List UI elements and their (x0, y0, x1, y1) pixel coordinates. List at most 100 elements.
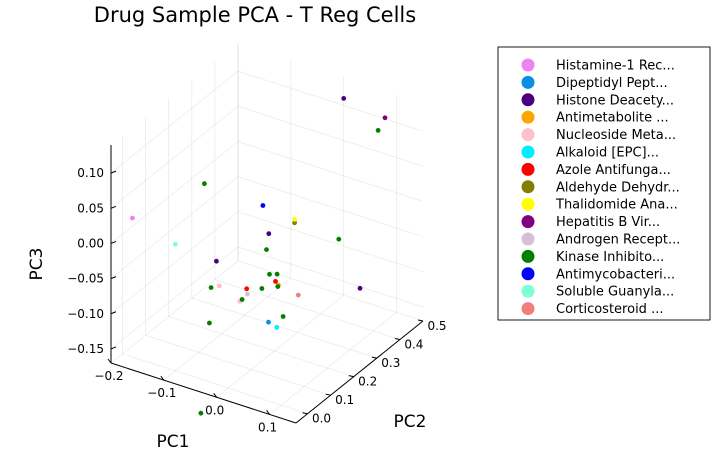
x-axis-line (110, 362, 297, 424)
gridline-floor-x (163, 277, 292, 381)
legend-entry-label: Corticosteroid ... (556, 302, 663, 317)
data-point (260, 203, 266, 208)
y-tick (325, 393, 331, 396)
x-axis-label: PC1 (157, 432, 190, 452)
legend-marker (521, 58, 535, 72)
data-point (280, 314, 286, 319)
data-point (275, 284, 281, 289)
x-tick (160, 375, 165, 381)
gridline-floor-x (269, 312, 397, 415)
gridline-floor-x (110, 260, 239, 364)
z-tick-label: 0.05 (77, 201, 104, 215)
gridline-side-z (237, 106, 424, 167)
x-tick (107, 358, 112, 364)
axes-layer: −0.2 −0.1 0.0 0.1 0.0 0.1 0.2 0.3 0.4 0.5 −0.15 −0.… (67, 145, 447, 434)
z-tick-label: 0.00 (77, 236, 104, 250)
y-tick-label: 0.3 (381, 356, 400, 370)
data-point (264, 247, 269, 253)
legend-marker (521, 128, 535, 142)
points-layer (130, 96, 388, 416)
z-tick (110, 276, 117, 280)
y-tick-label: 0.4 (404, 338, 423, 352)
data-point (336, 236, 342, 242)
gridline-side-z (237, 70, 424, 132)
legend-entry-label: Histamine-1 Rec... (556, 59, 675, 74)
gridline-floor-y (168, 316, 354, 377)
x-tick (266, 410, 270, 415)
data-point (202, 181, 207, 187)
data-point (375, 127, 381, 133)
data-point (274, 325, 280, 330)
legend-marker (521, 93, 535, 107)
data-point (341, 96, 347, 101)
gridline-floor-y (214, 279, 401, 340)
x-tick-label: −0.1 (147, 386, 176, 400)
legend-entry-label: Histone Deacety... (556, 93, 674, 108)
gridline-floor-y (145, 334, 331, 396)
gridline-side-z (237, 211, 424, 273)
grid-layer (110, 43, 424, 415)
legend-marker (521, 197, 535, 211)
y-tick (348, 375, 354, 378)
legend-entry-label: Nucleoside Meta... (556, 128, 676, 143)
gridline-back-z (110, 211, 239, 315)
x-tick-label: −0.2 (94, 369, 123, 383)
y-tick (394, 338, 401, 341)
y-tick-label: 0.5 (427, 319, 446, 333)
data-point (273, 279, 278, 284)
legend-entry-label: Soluble Guanyla... (556, 285, 674, 300)
gridline-floor-x (216, 295, 344, 398)
gridline-back-z (110, 176, 239, 279)
x-tick (213, 392, 218, 398)
legend-marker (521, 110, 535, 124)
data-point (198, 410, 204, 416)
legend-entry-label: Aldehyde Dehydr... (556, 180, 680, 195)
chart-title: Drug Sample PCA - T Reg Cells (94, 3, 416, 27)
data-point (266, 231, 272, 237)
z-tick-label: 0.10 (77, 166, 104, 180)
data-point (266, 319, 271, 325)
legend-entry-label: Dipeptidyl Pept... (556, 76, 668, 91)
legend-marker (521, 232, 535, 246)
data-point (207, 320, 212, 326)
gridline-back-z (110, 246, 239, 350)
z-tick-label: −0.15 (67, 342, 104, 356)
data-point (274, 271, 280, 277)
gridline-back-z (110, 70, 239, 174)
data-point (130, 215, 135, 221)
legend-entry-label: Thalidomide Ana... (555, 198, 678, 213)
z-tick (110, 311, 117, 315)
y-axis-label: PC2 (394, 412, 427, 432)
legend-marker (521, 162, 535, 176)
legend-entry-label: Alkaloid [EPC]... (556, 146, 659, 161)
data-point (267, 271, 272, 277)
legend-marker (521, 215, 535, 229)
data-point (357, 285, 363, 291)
gridline-side-z (237, 141, 424, 202)
data-point (259, 286, 265, 291)
y-tick (302, 412, 308, 415)
x-tick-label: 0.1 (258, 420, 277, 434)
data-point (295, 292, 301, 298)
z-axis-label: PC3 (27, 248, 47, 281)
y-tick-label: 0.1 (335, 393, 354, 407)
data-point (214, 258, 219, 264)
data-point (245, 291, 250, 297)
data-point (239, 297, 245, 302)
data-point (173, 241, 178, 247)
y-tick-label: 0.0 (312, 412, 331, 426)
data-point (216, 283, 222, 289)
data-point (292, 220, 297, 226)
legend-entry-label: Azole Antifunga... (556, 163, 671, 178)
data-point (208, 285, 214, 290)
y-tick (371, 356, 377, 359)
legend-marker (521, 180, 535, 194)
data-point (292, 216, 297, 222)
y-axis-line (295, 320, 424, 424)
legend-entry-label: Kinase Inhibito... (556, 250, 664, 265)
gridline-side-z (237, 176, 424, 237)
z-tick-label: −0.10 (67, 307, 104, 321)
legend-marker (521, 75, 535, 89)
legend-marker (521, 302, 535, 316)
